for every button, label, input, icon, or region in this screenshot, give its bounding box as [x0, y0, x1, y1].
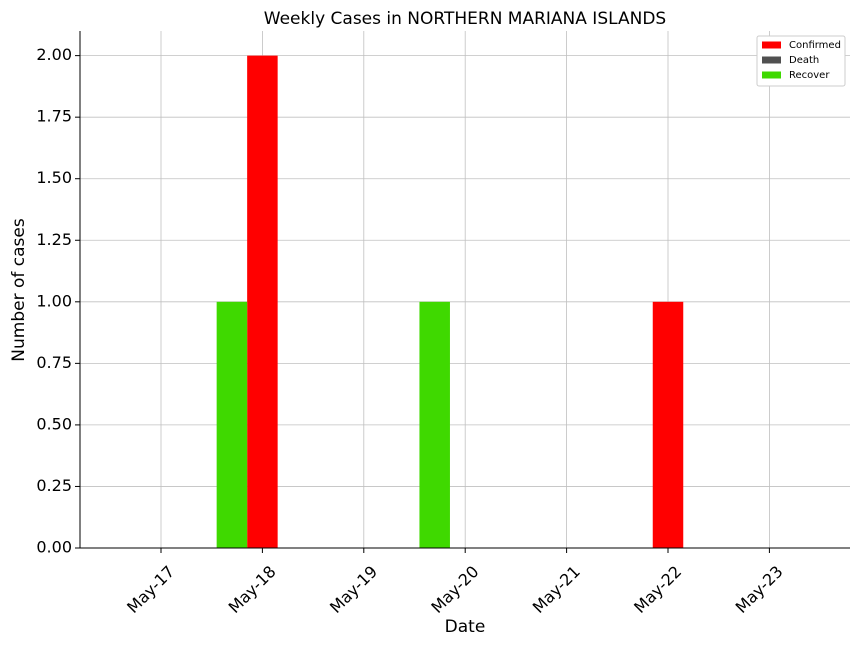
grid: [80, 31, 850, 549]
legend: Confirmed Death Recover: [756, 35, 846, 87]
legend-swatch: [762, 41, 781, 49]
bar: [652, 301, 684, 548]
x-tick-label: May-19: [326, 562, 381, 617]
legend-label: Confirmed: [789, 40, 841, 51]
bar: [419, 301, 450, 548]
y-tick-label: 1.75: [36, 107, 72, 126]
legend-label: Recover: [789, 70, 830, 81]
y-tick-label: 1.25: [36, 230, 72, 249]
y-tick-label: 1.00: [36, 291, 72, 310]
legend-swatch: [762, 71, 781, 79]
x-tick-label: May-17: [123, 562, 178, 617]
y-tick-label: 0.75: [36, 353, 72, 372]
x-tick-label: May-20: [427, 562, 482, 617]
legend-swatch: [762, 56, 781, 64]
x-tick-label: May-18: [225, 562, 280, 617]
bar: [216, 301, 248, 548]
legend-label: Death: [789, 55, 819, 66]
x-tick-label: May-22: [630, 562, 685, 617]
bar: [247, 55, 278, 548]
y-tick-label: 0.25: [36, 476, 72, 495]
x-axis-label: Date: [445, 617, 486, 637]
x-tick-label: May-23: [732, 562, 787, 617]
y-tick-label: 2.00: [36, 45, 72, 64]
x-tick-label: May-21: [529, 562, 584, 617]
y-tick-label: 1.50: [36, 168, 72, 187]
chart-title: Weekly Cases in NORTHERN MARIANA ISLANDS: [264, 9, 666, 29]
y-tick-label: 0.50: [36, 414, 72, 433]
y-axis-label: Number of cases: [9, 218, 29, 362]
y-tick-label: 0.00: [36, 538, 72, 557]
